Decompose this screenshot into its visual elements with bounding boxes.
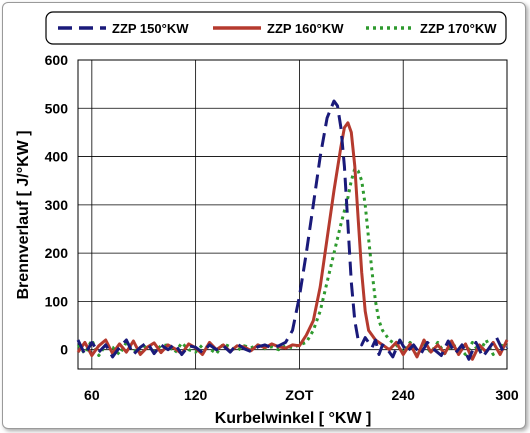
x-axis-title: Kurbelwinkel [ °KW ] bbox=[215, 410, 372, 427]
legend-label: ZZP 160°KW bbox=[267, 21, 344, 36]
x-tick-label: 60 bbox=[84, 387, 100, 403]
legend-label: ZZP 170°KW bbox=[420, 21, 497, 36]
series-group bbox=[76, 99, 509, 361]
chart-frame bbox=[2, 2, 526, 429]
legend: ZZP 150°KW ZZP 160°KW ZZP 170°KW bbox=[58, 21, 497, 36]
x-tick-label: 300 bbox=[495, 387, 519, 403]
y-tick-label: 400 bbox=[45, 149, 69, 165]
y-axis-title: Brennverlauf [ J/°KW ] bbox=[15, 130, 32, 299]
legend-label: ZZP 150°KW bbox=[112, 21, 189, 36]
plot-area bbox=[77, 59, 508, 370]
x-tick-labels: 60 120 ZOT 240 300 bbox=[84, 387, 519, 403]
y-tick-label: 0 bbox=[60, 342, 68, 358]
legend-box bbox=[45, 11, 507, 45]
grid bbox=[78, 60, 507, 369]
x-tick-label: 240 bbox=[392, 387, 416, 403]
y-tick-label: 600 bbox=[45, 52, 69, 68]
y-tick-label: 300 bbox=[45, 197, 69, 213]
y-tick-labels: 0 100 200 300 400 500 600 bbox=[45, 52, 69, 358]
x-tick-label: ZOT bbox=[285, 387, 313, 403]
series-line bbox=[76, 121, 509, 361]
y-tick-label: 500 bbox=[45, 100, 69, 116]
y-tick-label: 100 bbox=[45, 293, 69, 309]
x-tick-label: 120 bbox=[184, 387, 208, 403]
series-line bbox=[76, 99, 509, 361]
y-tick-label: 200 bbox=[45, 245, 69, 261]
